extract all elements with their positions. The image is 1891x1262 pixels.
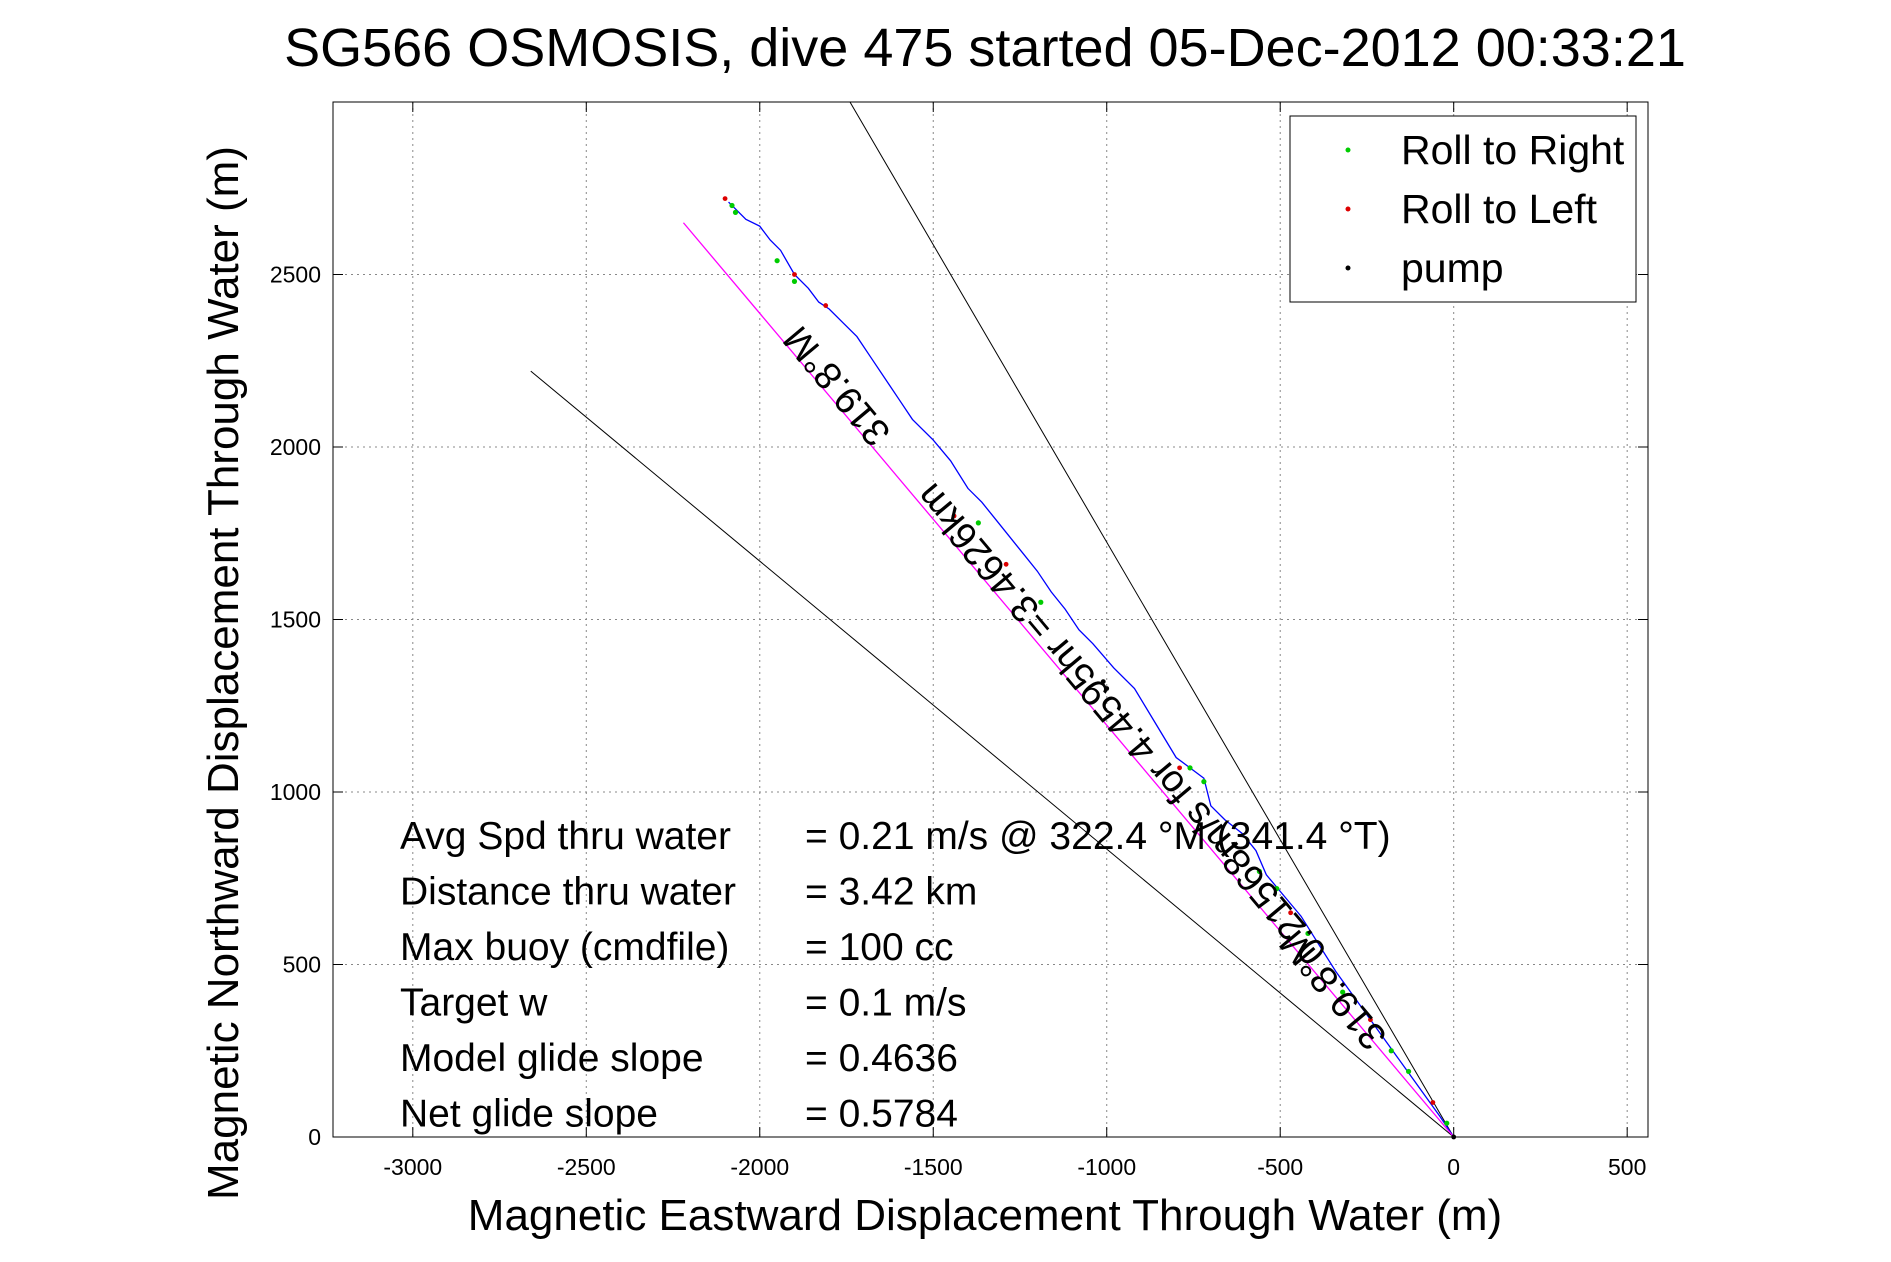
stat-label: Avg Spd thru water [400, 815, 731, 858]
axis-ticks: -3000 -2500 -2000 -1500 -1000 -500 0 500 0 500 100… [270, 102, 1648, 1180]
data-markers [722, 196, 1457, 1140]
roll-left-point [1368, 1017, 1373, 1023]
y-tick-label: 2500 [270, 262, 321, 288]
stat-label: Model glide slope [400, 1037, 704, 1080]
roll-left-point [823, 303, 829, 308]
x-tick-label: 0 [1447, 1154, 1460, 1180]
chart-title: SG566 OSMOSIS, dive 475 started 05-Dec-2… [284, 18, 1686, 78]
roll-right-point [1444, 1120, 1450, 1126]
y-tick-label: 0 [308, 1124, 321, 1150]
pump-point [1104, 686, 1110, 691]
roll-right-point [1305, 930, 1311, 937]
roll-right-point [732, 209, 739, 215]
stat-value: = 3.42 km [805, 871, 977, 914]
y-tick-label: 1000 [270, 779, 321, 805]
roll-right-point [1256, 868, 1262, 874]
roll-right-point [1405, 1068, 1412, 1075]
x-tick-label: -3000 [383, 1154, 442, 1180]
x-tick-label: -1000 [1077, 1154, 1136, 1180]
roll-left-point [1430, 1100, 1436, 1105]
legend-label: Roll to Left [1401, 186, 1598, 232]
stat-value: = 0.1 m/s [805, 982, 966, 1025]
roll-left-point [1288, 910, 1294, 916]
roll-right-point [774, 258, 780, 264]
stats-block: Avg Spd thru water = 0.21 m/s @ 322.4 °M … [400, 815, 1391, 1136]
roll-right-point [975, 520, 981, 526]
stat-value: = 0.5784 [805, 1093, 958, 1136]
guide-line [849, 101, 1455, 1138]
x-tick-label: 500 [1608, 1154, 1646, 1180]
grid [333, 102, 1648, 1138]
roll-right-point [1187, 765, 1193, 771]
legend-marker [1345, 206, 1351, 212]
data-series [682, 201, 1455, 1138]
stat-value: = 100 cc [805, 926, 954, 969]
roll-right-point [1388, 1048, 1394, 1054]
roll-right-point [729, 202, 735, 209]
y-tick-label: 500 [283, 952, 321, 978]
roll-left-point [722, 196, 728, 202]
legend: Roll to Right Roll to Left pump [1289, 115, 1637, 303]
y-axis-label: Magnetic Northward Displacement Through … [199, 146, 248, 1200]
x-tick-label: -500 [1257, 1154, 1303, 1180]
roll-right-point [1201, 779, 1207, 785]
stat-label: Distance thru water [400, 871, 736, 914]
roll-left-point [1003, 561, 1009, 567]
x-axis-label: Magnetic Eastward Displacement Through W… [468, 1191, 1502, 1240]
roll-left-point [792, 272, 797, 277]
y-tick-label: 1500 [270, 607, 321, 633]
mean-track-line [682, 222, 1455, 1138]
roll-right-point [1274, 886, 1280, 892]
stat-label: Target w [400, 982, 548, 1025]
glider-track-line [728, 201, 1455, 1138]
roll-right-point [791, 278, 798, 284]
roll-right-point [1340, 989, 1346, 995]
roll-right-point [1038, 599, 1044, 605]
guide-lines [530, 101, 1455, 1138]
x-tick-label: -1500 [904, 1154, 963, 1180]
legend-marker [1345, 147, 1351, 153]
guide-line [530, 370, 1455, 1138]
pump-point [1100, 679, 1106, 684]
stat-value: = 0.4636 [805, 1037, 958, 1080]
y-tick-label: 2000 [270, 434, 321, 460]
stat-value: = 0.21 m/s @ 322.4 °M (341.4 °T) [805, 815, 1391, 858]
stat-label: Net glide slope [400, 1093, 658, 1136]
x-tick-label: -2500 [557, 1154, 616, 1180]
roll-left-point [951, 513, 957, 519]
legend-label: Roll to Right [1401, 127, 1625, 173]
legend-label: pump [1401, 245, 1504, 291]
legend-marker [1345, 265, 1351, 271]
stat-label: Max buoy (cmdfile) [400, 926, 729, 969]
x-tick-label: -2000 [730, 1154, 789, 1180]
roll-left-point [1177, 765, 1182, 771]
